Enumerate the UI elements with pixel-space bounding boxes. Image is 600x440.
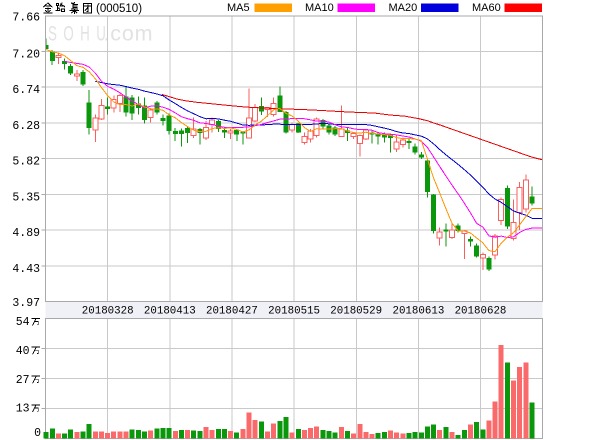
- svg-text:20180328: 20180328: [82, 306, 134, 318]
- svg-text:20180613: 20180613: [392, 306, 444, 318]
- svg-text:6.74: 6.74: [12, 84, 40, 97]
- svg-text:MA10: MA10: [305, 2, 334, 14]
- svg-text:4.89: 4.89: [12, 227, 40, 240]
- svg-text:40: 40: [16, 345, 30, 358]
- svg-text:20180413: 20180413: [144, 306, 196, 318]
- svg-text:7.20: 7.20: [12, 49, 40, 62]
- svg-text:20180427: 20180427: [206, 306, 258, 318]
- svg-text:20180529: 20180529: [330, 306, 382, 318]
- svg-text:0: 0: [34, 427, 41, 440]
- svg-text:5.82: 5.82: [12, 156, 40, 169]
- svg-text:5.35: 5.35: [12, 191, 40, 204]
- svg-text:13: 13: [16, 403, 30, 416]
- svg-text:54: 54: [16, 316, 30, 329]
- svg-text:3.97: 3.97: [12, 297, 40, 310]
- svg-text:20180628: 20180628: [455, 306, 507, 318]
- svg-text:7.66: 7.66: [12, 11, 40, 24]
- svg-text:4.43: 4.43: [12, 263, 40, 276]
- svg-text:(000510): (000510): [96, 3, 142, 15]
- svg-text:MA20: MA20: [389, 2, 418, 14]
- svg-text:.com: .com: [104, 22, 154, 46]
- svg-text:20180515: 20180515: [268, 306, 320, 318]
- svg-text:SOHU: SOHU: [48, 21, 112, 45]
- svg-text:MA5: MA5: [227, 2, 250, 14]
- svg-text:MA60: MA60: [472, 2, 501, 14]
- svg-text:6.28: 6.28: [12, 120, 40, 133]
- svg-text:27: 27: [16, 374, 30, 387]
